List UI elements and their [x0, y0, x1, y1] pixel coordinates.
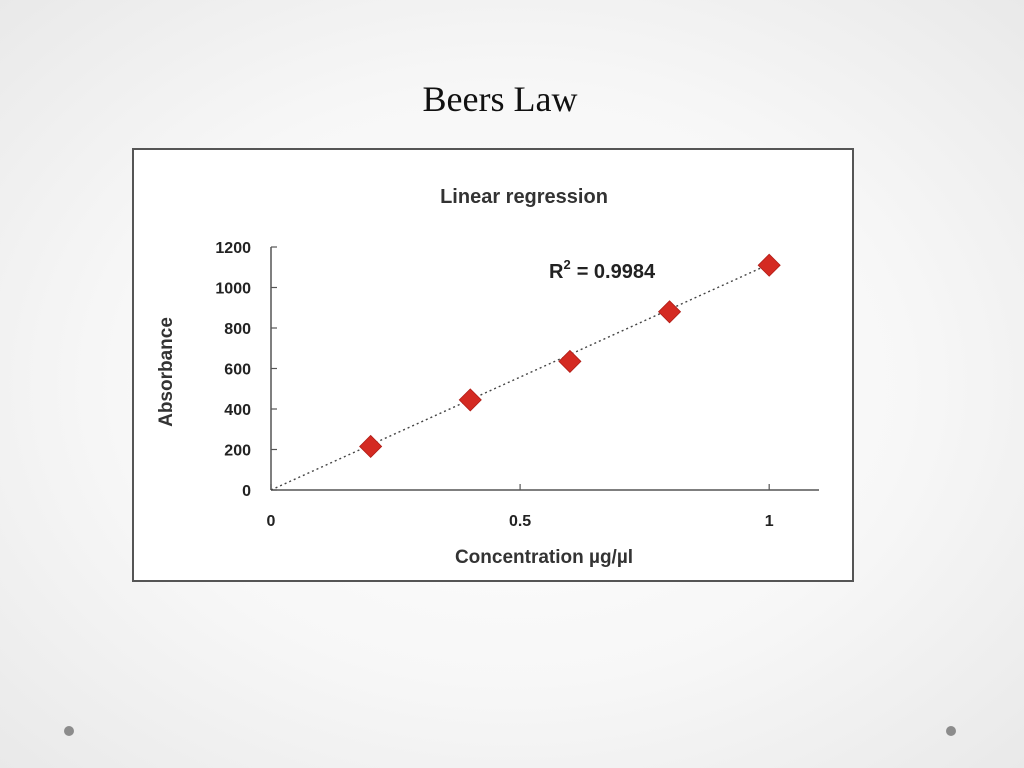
x-tick-label: 0 [267, 513, 276, 530]
r-superscript: 2 [563, 257, 570, 272]
r-value: = 0.9984 [577, 261, 656, 283]
y-tick-label: 800 [224, 321, 251, 338]
x-axis-label: Concentration µg/µl [455, 547, 633, 568]
data-point-marker [359, 434, 383, 459]
r-squared-annotation: R2 = 0.9984 [549, 257, 656, 283]
tick-labels: 0 200 400 600 800 1000 1200 0 0.5 1 [215, 240, 773, 530]
data-points [359, 253, 781, 459]
y-tick-label: 400 [224, 402, 251, 419]
y-axis-label: Absorbance [156, 317, 177, 427]
axes [270, 246, 819, 491]
r-label: R [549, 261, 564, 283]
data-point-marker [657, 300, 682, 324]
trendline [270, 263, 770, 491]
x-tick-label: 0.5 [509, 513, 531, 530]
data-point-marker [458, 388, 482, 412]
x-tick-label: 1 [765, 513, 774, 530]
y-tick-label: 200 [224, 443, 251, 460]
slide-title: Beers Law [422, 79, 578, 119]
y-tick-label: 1200 [215, 240, 251, 257]
trendline-group [270, 263, 770, 491]
chart-svg: Linear regression 0200400600800100012000… [156, 186, 819, 568]
chart-frame: Linear regression 0 200 400 600 800 1000 1200 0… [132, 148, 854, 582]
y-tick-label: 600 [224, 362, 251, 379]
nav-dot-right [946, 726, 956, 736]
y-tick-label: 0 [242, 483, 251, 500]
data-point-marker [558, 349, 582, 373]
y-tick-label: 1000 [215, 281, 251, 298]
data-point-marker [757, 253, 781, 277]
nav-dot-left [64, 726, 74, 736]
chart-title: Linear regression [440, 186, 608, 208]
